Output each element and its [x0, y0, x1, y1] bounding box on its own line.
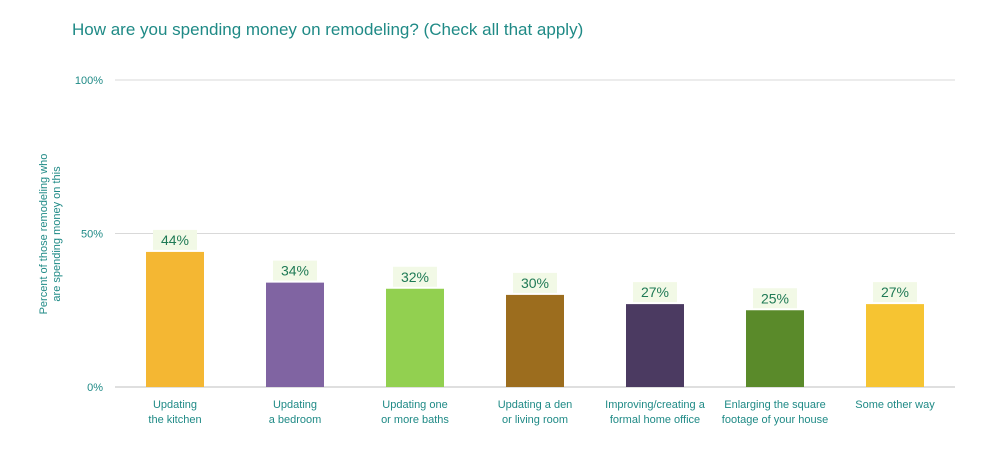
bar: [746, 310, 804, 387]
y-axis-title-line: Percent of those remodeling who: [38, 154, 50, 315]
bar: [506, 294, 564, 387]
data-label-bg: [513, 272, 557, 293]
data-label: 34%: [281, 263, 309, 279]
data-label-bg: [873, 282, 917, 303]
chart-title: How are you spending money on remodeling…: [72, 20, 584, 39]
bar: [866, 304, 924, 387]
category-label-line: the kitchen: [148, 414, 201, 426]
category-label: Updating the kitchen: [148, 399, 201, 426]
category-label-line: Updating one: [382, 399, 447, 411]
category-label-line: or living room: [502, 414, 568, 426]
y-tick-label: 50%: [81, 229, 103, 241]
data-label-bg: [273, 260, 317, 281]
data-label: 25%: [761, 290, 789, 306]
data-label: 27%: [881, 284, 909, 300]
y-axis-title: Percent of those remodeling whoare spend…: [38, 154, 63, 315]
bar: [266, 282, 324, 387]
category-label-line: or more baths: [381, 414, 449, 426]
category-label: Some other way: [855, 399, 935, 411]
y-axis-title-line: are spending money on this: [51, 166, 63, 302]
category-label-line: Updating: [273, 399, 317, 411]
category-label-line: formal home office: [610, 414, 700, 426]
category-label: Enlarging the square footage of your hous…: [722, 399, 828, 426]
data-label: 30%: [521, 275, 549, 291]
y-tick-label: 0%: [87, 382, 103, 394]
data-label-bg: [393, 266, 437, 287]
category-label-line: Updating: [153, 399, 197, 411]
bar: [386, 288, 444, 387]
data-label: 27%: [641, 284, 669, 300]
category-label-line: footage of your house: [722, 414, 828, 426]
bar: [146, 251, 204, 387]
data-label-bg: [753, 288, 797, 309]
category-label-line: Updating a den: [498, 399, 573, 411]
data-label-bg: [633, 282, 677, 303]
data-label: 44%: [161, 232, 189, 248]
category-label-line: Improving/creating a: [605, 399, 706, 411]
data-label: 32%: [401, 269, 429, 285]
y-tick-label: 100%: [75, 75, 103, 87]
category-label-line: Enlarging the square: [724, 399, 826, 411]
category-label: Updating one or more baths: [381, 399, 449, 426]
category-label: Updating a bedroom: [269, 399, 322, 426]
category-label: Updating a den or living room: [498, 399, 573, 426]
category-label-line: a bedroom: [269, 414, 322, 426]
category-label: Improving/creating a formal home office: [605, 399, 706, 426]
bar: [626, 304, 684, 387]
category-label-line: Some other way: [855, 399, 935, 411]
data-label-bg: [153, 229, 197, 250]
